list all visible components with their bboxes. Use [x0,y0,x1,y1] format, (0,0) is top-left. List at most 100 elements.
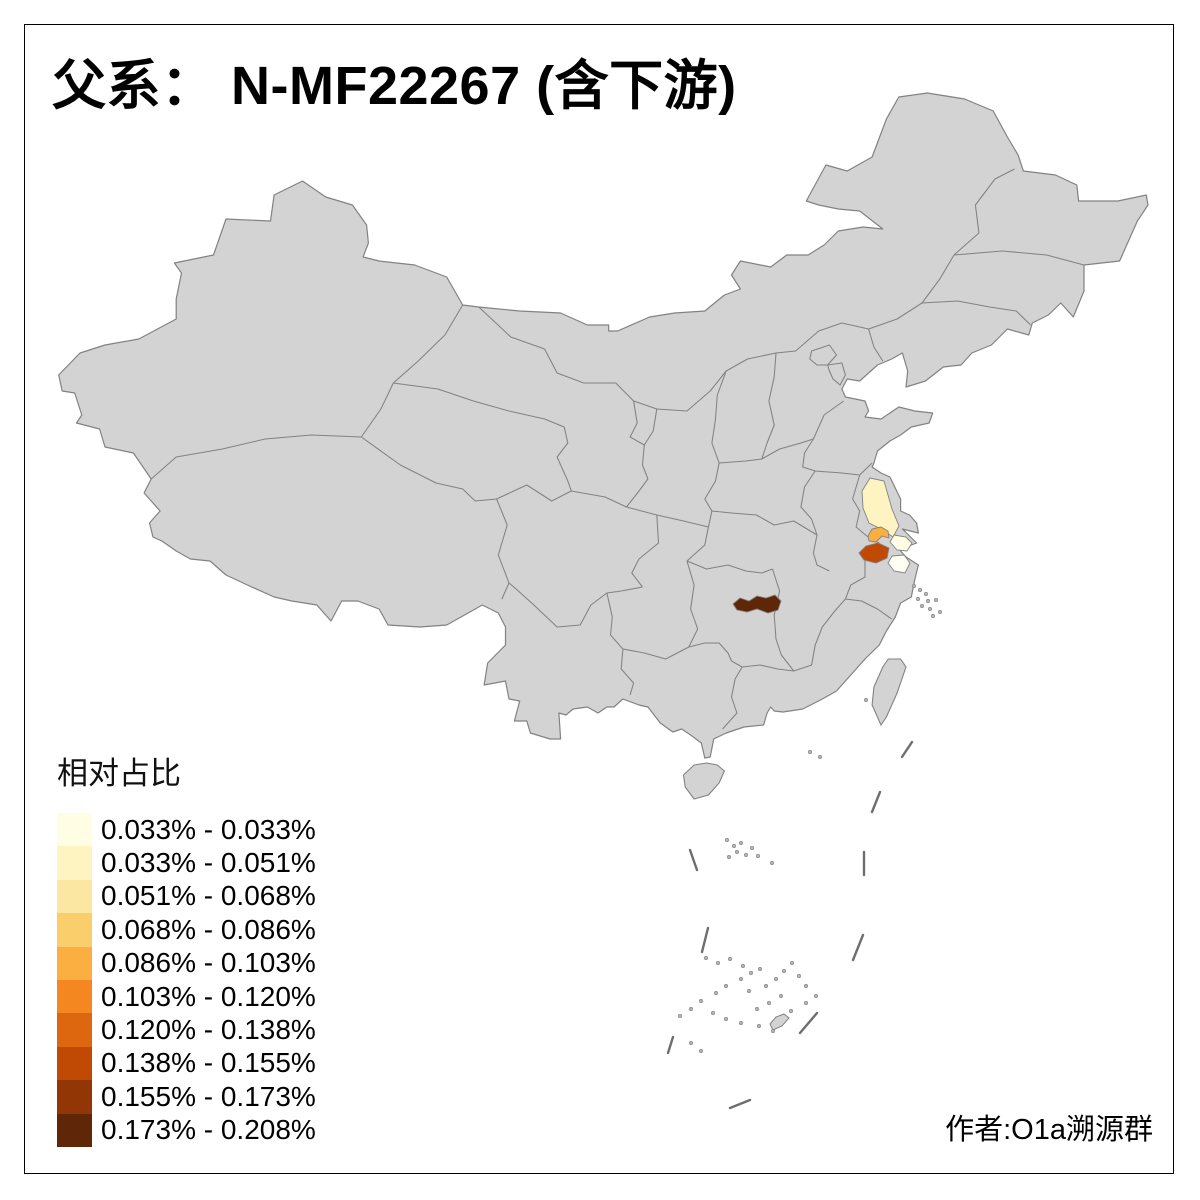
legend-label: 0.068% - 0.086% [101,913,316,945]
province-border-line [393,382,572,492]
taiwan-island [871,658,907,727]
dash-segment [851,933,865,962]
island-dot [863,697,868,702]
region-jiangsu-southeast-coastal [889,534,913,552]
legend-row: 0.138% - 0.155% [57,1046,397,1081]
island-dot [754,1006,759,1011]
island-dot [698,1049,703,1054]
dash-segment [900,740,914,759]
province-border-line [953,250,1085,266]
province-border-line [496,498,510,600]
island-dot [789,960,794,965]
region-jiangsu-central-small [867,526,890,543]
province-border-line [360,304,464,438]
province-border-line [719,352,777,464]
island-dot [919,603,924,608]
island-dot [788,1008,793,1013]
island-dot [781,968,786,973]
legend-row: 0.051% - 0.068% [57,879,397,914]
legend-rows: 0.033% - 0.033% 0.033% - 0.051% 0.051% - 0… [57,813,397,1147]
province-border-line [812,534,830,572]
legend-swatch [57,913,92,947]
legend-swatch [57,1013,92,1047]
legend-swatch [57,813,92,847]
island-dot [773,976,778,981]
legend-row: 0.155% - 0.173% [57,1080,397,1114]
legend-row: 0.103% - 0.120% [57,979,397,1014]
legend-label: 0.120% - 0.138% [101,1014,316,1046]
small-island [769,1013,790,1031]
island-dot [738,976,743,981]
highlighted-regions [732,477,913,614]
legend-title: 相对占比 [57,756,181,791]
province-border-line [360,436,497,502]
tianjin-border [827,362,846,386]
dash-segment [728,1098,752,1110]
attribution-text: 作者:O1a溯源群 [945,1114,1153,1146]
island-dot [803,983,808,988]
island-dot [796,973,801,978]
province-border-line [571,490,709,528]
legend-row: 0.033% - 0.051% [57,846,397,880]
island-dot [757,966,762,971]
island-dot [703,955,708,960]
province-border-line [731,598,846,672]
province-border-line [508,582,643,628]
island-dot [698,998,703,1003]
legend-swatch [57,1046,92,1081]
island-dot [770,1029,775,1034]
legend-label: 0.138% - 0.155% [101,1047,316,1079]
legend-swatch [57,846,92,880]
island-dot [715,960,720,965]
legend-swatch [57,1080,92,1114]
province-border-line [868,328,884,362]
legend-row: 0.173% - 0.208% [57,1113,397,1147]
island-dot [917,587,922,592]
mainland-outline [58,92,1149,759]
island-dot [726,854,731,859]
island-dot [930,613,935,618]
province-border-line [921,300,1031,326]
island-dot [778,993,783,998]
region-hunan-north [732,594,782,614]
island-dot [933,597,938,602]
island-dot [813,993,818,998]
island-dot [723,983,728,988]
island-dot [756,1024,761,1029]
province-border-line [686,560,699,648]
legend-swatch [57,946,92,980]
legend-label: 0.103% - 0.120% [101,980,316,1012]
island-dot [755,853,760,858]
dash-segment [870,790,882,814]
island-dot [937,609,942,614]
province-border-line [606,592,624,650]
legend-swatch [57,879,92,914]
island-dot [710,1010,715,1015]
legend-label: 0.086% - 0.103% [101,947,316,979]
province-border-line [496,484,572,502]
island-dot [713,990,718,995]
dash-segment [688,848,699,872]
island-dot [677,1013,682,1018]
legend-row: 0.068% - 0.086% [57,913,397,947]
province-border-line [772,568,795,672]
island-dot [807,749,812,754]
province-border-line [761,400,845,460]
province-border-line [722,666,743,730]
province-border-line [845,598,893,620]
province-border-line [686,560,773,574]
island-dot [738,1020,743,1025]
island-dot [738,840,743,845]
province-border-line [800,470,818,536]
legend-swatch [57,979,92,1014]
island-dot [727,956,732,961]
province-border-line [622,646,690,660]
island-dot [817,754,822,759]
island-dot [740,963,745,968]
island-dot [927,606,932,611]
dash-segment [666,1035,675,1055]
island-dot [731,843,736,848]
island-dot [746,988,751,993]
